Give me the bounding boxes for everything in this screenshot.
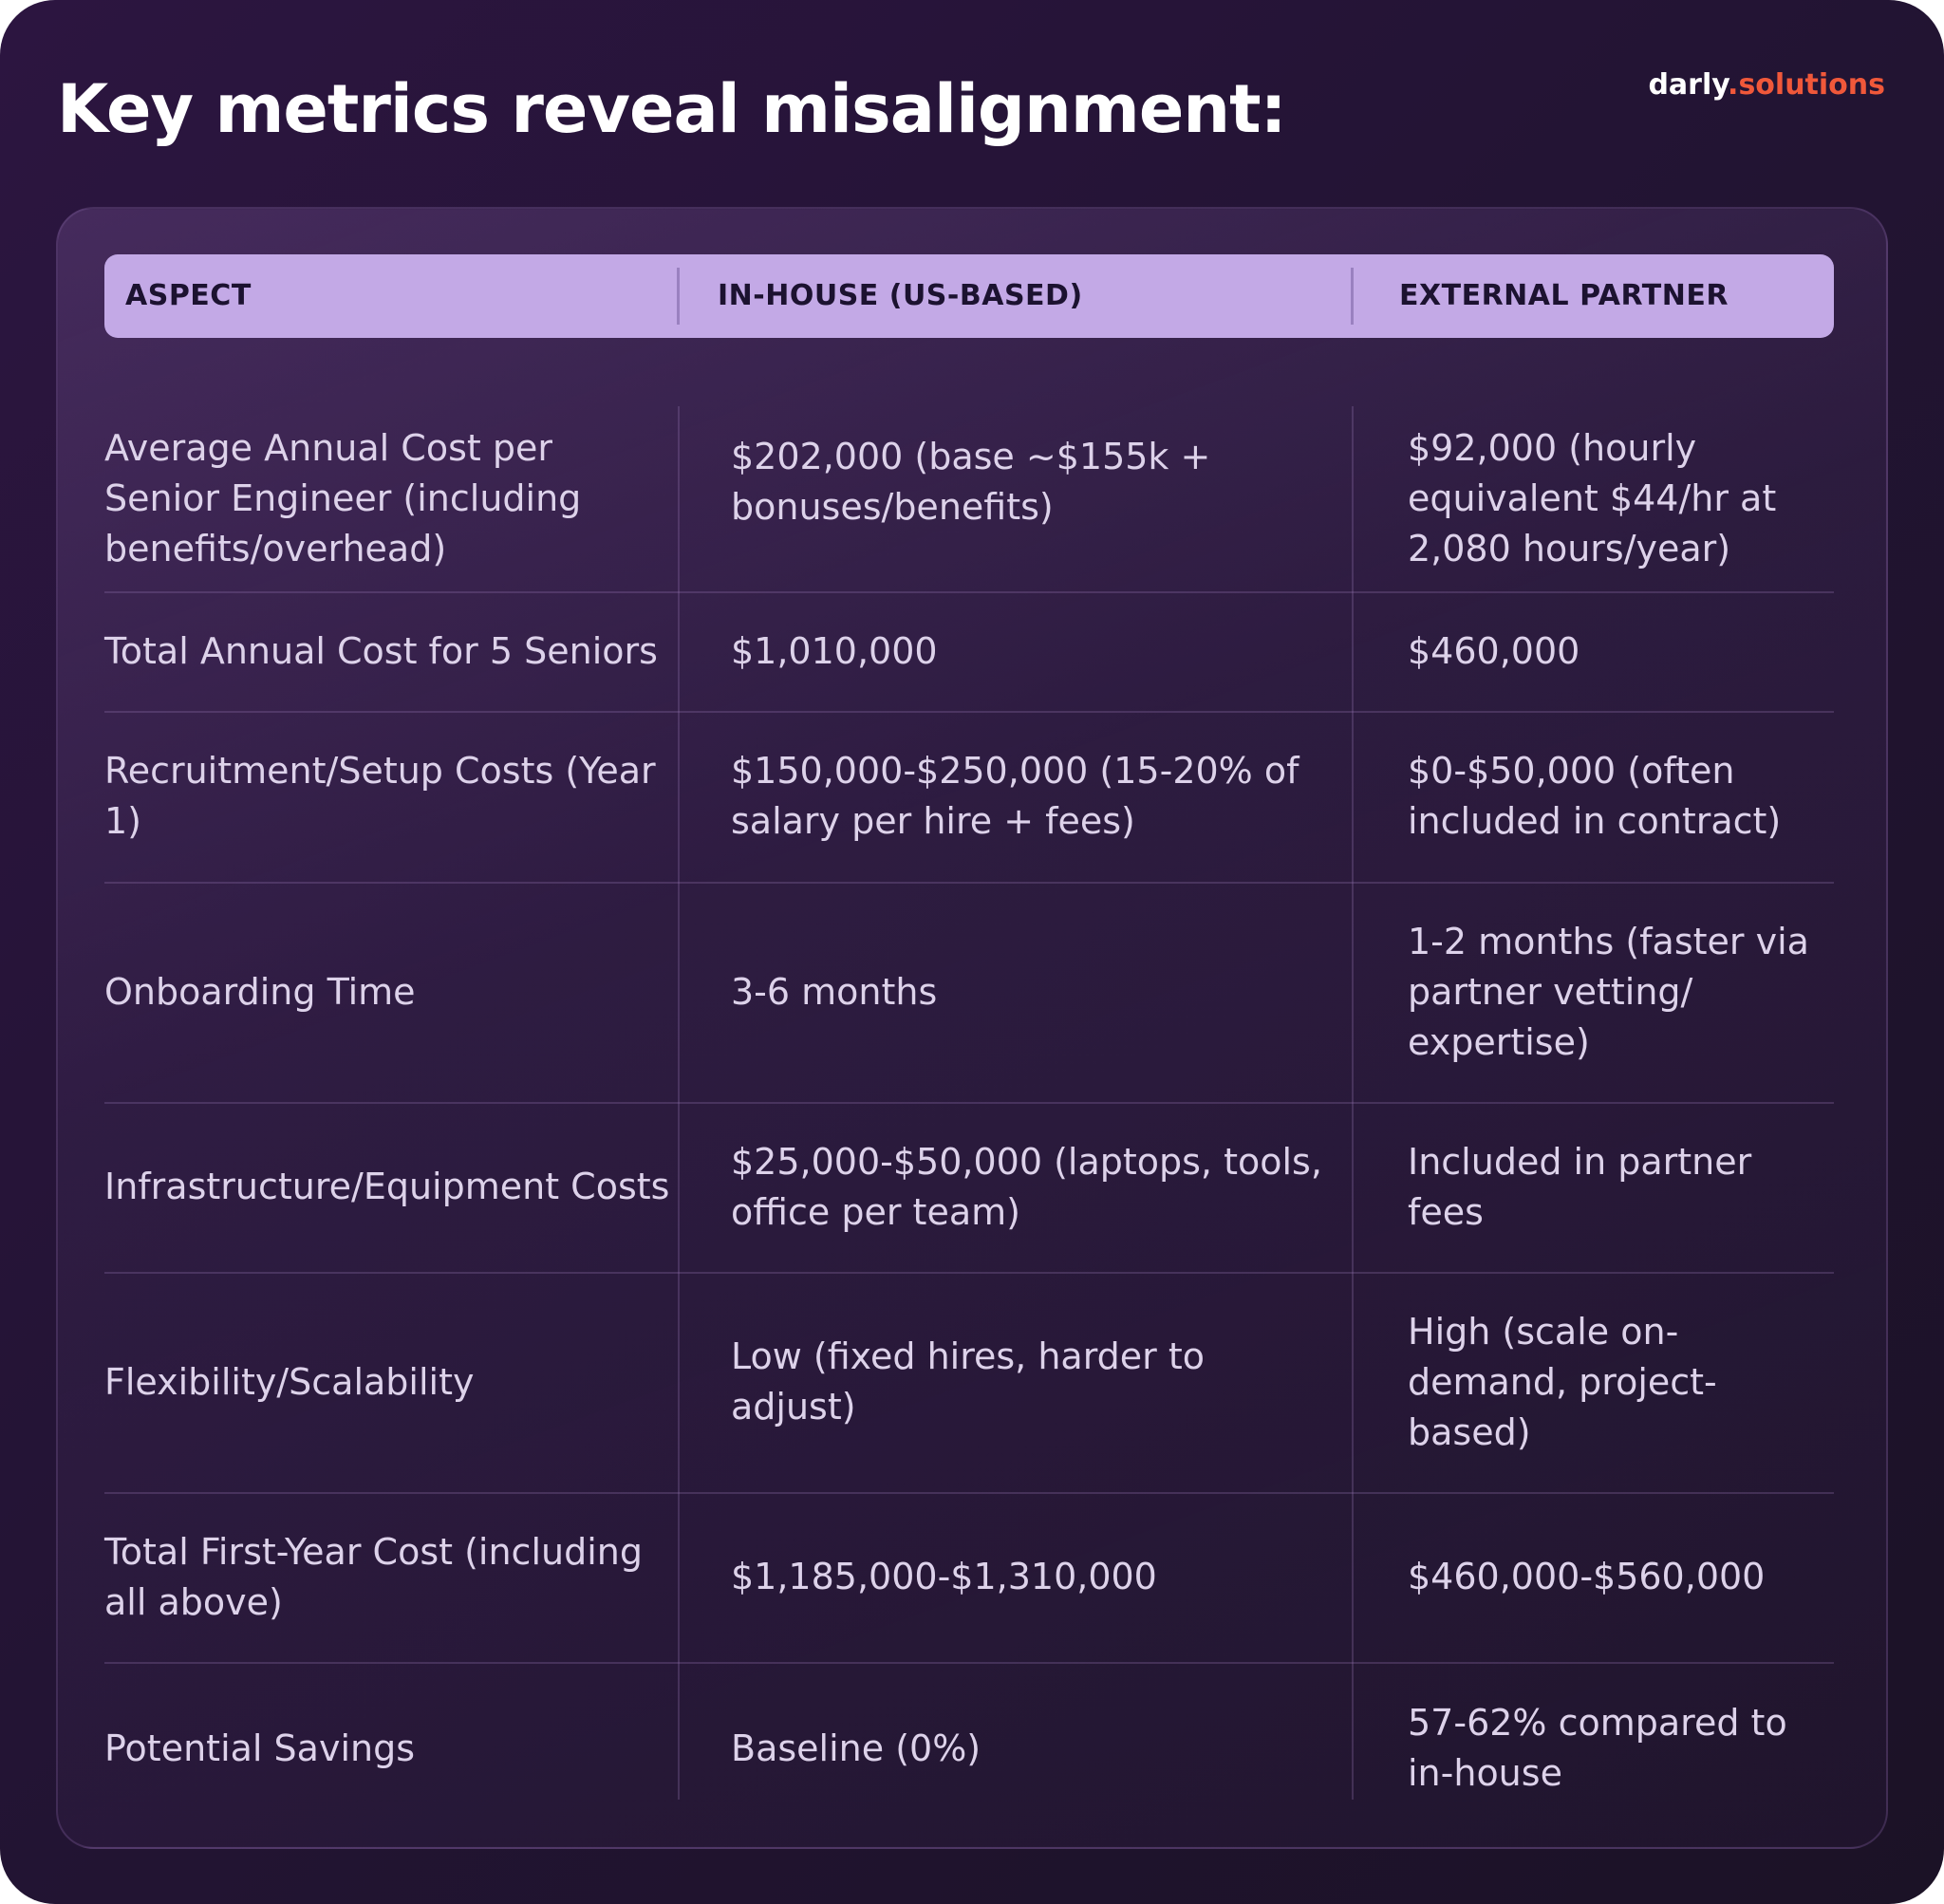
cell-external-partner: $460,000-$560,000 [1408, 1556, 1766, 1597]
cell-in-house: $1,185,000-$1,310,000 [731, 1556, 1157, 1597]
table-row: Total First-Year Cost (including all abo… [0, 1492, 1944, 1662]
cell-in-house: $202,000 (base ~$155k + bonuses/benefits… [731, 436, 1211, 528]
table-row: Potential Savings Baseline (0%) 57-62% c… [0, 1662, 1944, 1835]
cell-aspect: Recruitment/Setup Costs (Year 1) [104, 750, 656, 842]
cell-external-partner: 57-62% compared to in-house [1408, 1702, 1787, 1794]
header-in-house: IN-HOUSE (US-BASED) [718, 279, 1083, 312]
brand-name: darly [1648, 68, 1729, 102]
cell-aspect: Total First-Year Cost (including all abo… [104, 1530, 643, 1623]
cell-aspect: Average Annual Cost per Senior Engineer … [104, 427, 582, 569]
row-divider [104, 1102, 1834, 1104]
header-aspect: ASPECT [125, 279, 252, 312]
brand-suffix: .solutions [1728, 68, 1885, 102]
table-row: Infrastructure/Equipment Costs $25,000-$… [0, 1102, 1944, 1272]
row-divider [104, 1272, 1834, 1274]
cell-in-house: 3-6 months [731, 970, 938, 1013]
cell-in-house: Low (fixed hires, harder to adjust) [731, 1335, 1206, 1428]
cell-aspect: Total Annual Cost for 5 Seniors [104, 629, 658, 672]
table-row: Onboarding Time 3-6 months 1-2 months (f… [0, 882, 1944, 1102]
cell-external-partner: $460,000 [1408, 629, 1580, 672]
column-divider [1352, 406, 1354, 1800]
row-divider [104, 711, 1834, 713]
cell-in-house: $1,010,000 [731, 629, 938, 672]
row-divider [104, 591, 1834, 593]
table-row: Recruitment/Setup Costs (Year 1) $150,00… [0, 711, 1944, 882]
cell-in-house: $25,000-$50,000 (laptops, tools, office … [731, 1140, 1322, 1233]
table-header: ASPECT IN-HOUSE (US-BASED) EXTERNAL PART… [104, 254, 1834, 338]
cell-aspect: Onboarding Time [104, 970, 416, 1013]
row-divider [104, 1662, 1834, 1664]
table-row: Total Annual Cost for 5 Seniors $1,010,0… [0, 591, 1944, 711]
header-divider [677, 268, 680, 325]
header-external-partner: EXTERNAL PARTNER [1399, 279, 1729, 312]
cell-external-partner: 1-2 months (faster via partner vetting/ … [1408, 920, 1809, 1063]
cell-external-partner: $92,000 (hourly equivalent $44/hr at 2,0… [1408, 427, 1777, 569]
cell-aspect: Flexibility/Scalability [104, 1360, 475, 1403]
cell-aspect: Infrastructure/Equipment Costs [104, 1166, 670, 1207]
cell-in-house: $150,000-$250,000 (15-20% of salary per … [731, 750, 1299, 842]
row-divider [104, 1492, 1834, 1494]
table-panel [56, 207, 1888, 1849]
header-divider [1351, 268, 1354, 325]
brand-logo: darly.solutions [1648, 66, 1885, 104]
cell-external-partner: High (scale on-demand, project-based) [1408, 1310, 1717, 1453]
table-row: Average Annual Cost per Senior Engineer … [0, 406, 1944, 591]
page-title: Key metrics reveal misalignment: [57, 70, 1287, 148]
cell-external-partner: $0-$50,000 (often included in contract) [1408, 750, 1782, 842]
cell-aspect: Potential Savings [104, 1727, 416, 1769]
column-divider [678, 406, 680, 1800]
cell-external-partner: Included in partner fees [1408, 1140, 1752, 1233]
cell-in-house: Baseline (0%) [731, 1727, 981, 1769]
row-divider [104, 882, 1834, 884]
table-row: Flexibility/Scalability Low (fixed hires… [0, 1272, 1944, 1492]
